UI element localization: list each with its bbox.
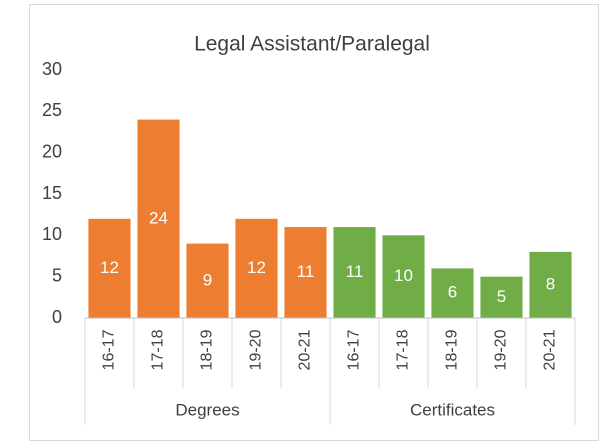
y-tick-label: 15 <box>42 183 62 203</box>
chart-title: Legal Assistant/Paralegal <box>194 33 430 56</box>
y-tick-label: 5 <box>52 265 62 285</box>
bar <box>480 276 523 318</box>
y-tick-label: 25 <box>42 100 62 120</box>
value-label: 24 <box>149 208 168 227</box>
value-label: 8 <box>546 274 555 293</box>
x-tick-label: 17-18 <box>150 329 167 370</box>
x-tick-label: 20-21 <box>542 329 559 370</box>
x-tick-label: 16-17 <box>101 329 118 370</box>
x-tick-label: 18-19 <box>199 329 216 370</box>
bar <box>382 235 425 318</box>
group-label: Degrees <box>175 400 239 419</box>
value-label: 12 <box>100 258 119 277</box>
bar <box>284 227 327 318</box>
value-label: 6 <box>448 283 457 302</box>
y-tick-label: 30 <box>42 59 62 79</box>
bar <box>431 268 474 318</box>
group-label: Certificates <box>410 400 495 419</box>
value-label: 5 <box>497 287 506 306</box>
value-label: 12 <box>247 258 266 277</box>
value-label: 11 <box>297 262 315 281</box>
x-tick-label: 19-20 <box>493 329 510 370</box>
y-tick-label: 20 <box>42 141 62 161</box>
x-tick-label: 19-20 <box>248 329 265 370</box>
x-tick-label: 16-17 <box>346 329 363 370</box>
value-label: 9 <box>203 270 212 289</box>
x-tick-label: 17-18 <box>395 329 412 370</box>
bar <box>88 218 131 318</box>
y-tick-label: 0 <box>52 307 62 327</box>
bar <box>137 119 180 318</box>
x-tick-label: 20-21 <box>297 329 314 370</box>
value-label: 10 <box>394 266 413 285</box>
bar <box>333 227 376 318</box>
x-tick-label: 18-19 <box>444 329 461 370</box>
bar <box>186 243 229 318</box>
bar <box>529 251 572 318</box>
value-label: 11 <box>346 262 364 281</box>
bar <box>235 218 278 318</box>
y-tick-label: 10 <box>42 224 62 244</box>
